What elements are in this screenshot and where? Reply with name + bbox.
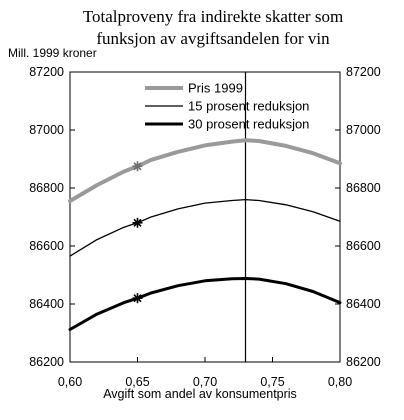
series-line-2 [69, 198, 341, 257]
y-axis-label: Mill. 1999 kroner [8, 46, 97, 60]
series-line-3 [68, 277, 342, 331]
y-tick-label-right: 86800 [346, 181, 381, 195]
marker-stroke [133, 294, 142, 303]
plot-frame [69, 71, 341, 363]
x-ticks: 0,60 0,65 0,70 0,75 0,80 [58, 357, 352, 389]
legend-label-3: 30 prosent reduksjon [188, 117, 309, 132]
series-marker-1 [132, 161, 143, 172]
series-line-1 [68, 138, 342, 203]
chart-title-line-1: Totalproveny fra indirekte skatter som [83, 7, 343, 26]
marker-stroke [133, 218, 142, 227]
y-tick-label-right: 87200 [346, 65, 381, 79]
y-tick-label-right: 87000 [346, 123, 381, 137]
y-tick-label-left: 86600 [29, 239, 64, 253]
y-tick-label-right: 86400 [346, 297, 381, 311]
x-tick-label: 0,70 [193, 375, 217, 389]
x-tick-label: 0,80 [328, 375, 352, 389]
legend-label-1: Pris 1999 [188, 81, 243, 96]
x-axis-label: Avgift som andel av konsumentpris [103, 387, 297, 401]
legend-label-2: 15 prosent reduksjon [188, 99, 309, 114]
x-tick-label: 0,75 [260, 375, 284, 389]
y-tick-label-left: 87000 [29, 123, 64, 137]
series-group [68, 138, 342, 331]
axes [69, 71, 341, 363]
y-ticks: 86200 86200 86400 86400 86600 86600 86800 86800… [29, 65, 381, 369]
y-tick-label-right: 86200 [346, 355, 381, 369]
series-marker-3 [132, 293, 143, 304]
x-tick-label: 0,65 [125, 375, 149, 389]
chart-title-line-2: funksjon av avgiftsandelen for vin [96, 29, 330, 48]
marker-stroke [133, 162, 142, 171]
legend: Pris 1999 15 prosent reduksjon 30 prosent … [145, 81, 309, 132]
y-tick-label-left: 86200 [29, 355, 64, 369]
series-marker-2 [132, 217, 143, 228]
x-tick-label: 0,60 [58, 375, 82, 389]
y-tick-label-left: 87200 [29, 65, 64, 79]
y-tick-label-left: 86400 [29, 297, 64, 311]
y-tick-label-right: 86600 [346, 239, 381, 253]
y-tick-label-left: 86800 [29, 181, 64, 195]
